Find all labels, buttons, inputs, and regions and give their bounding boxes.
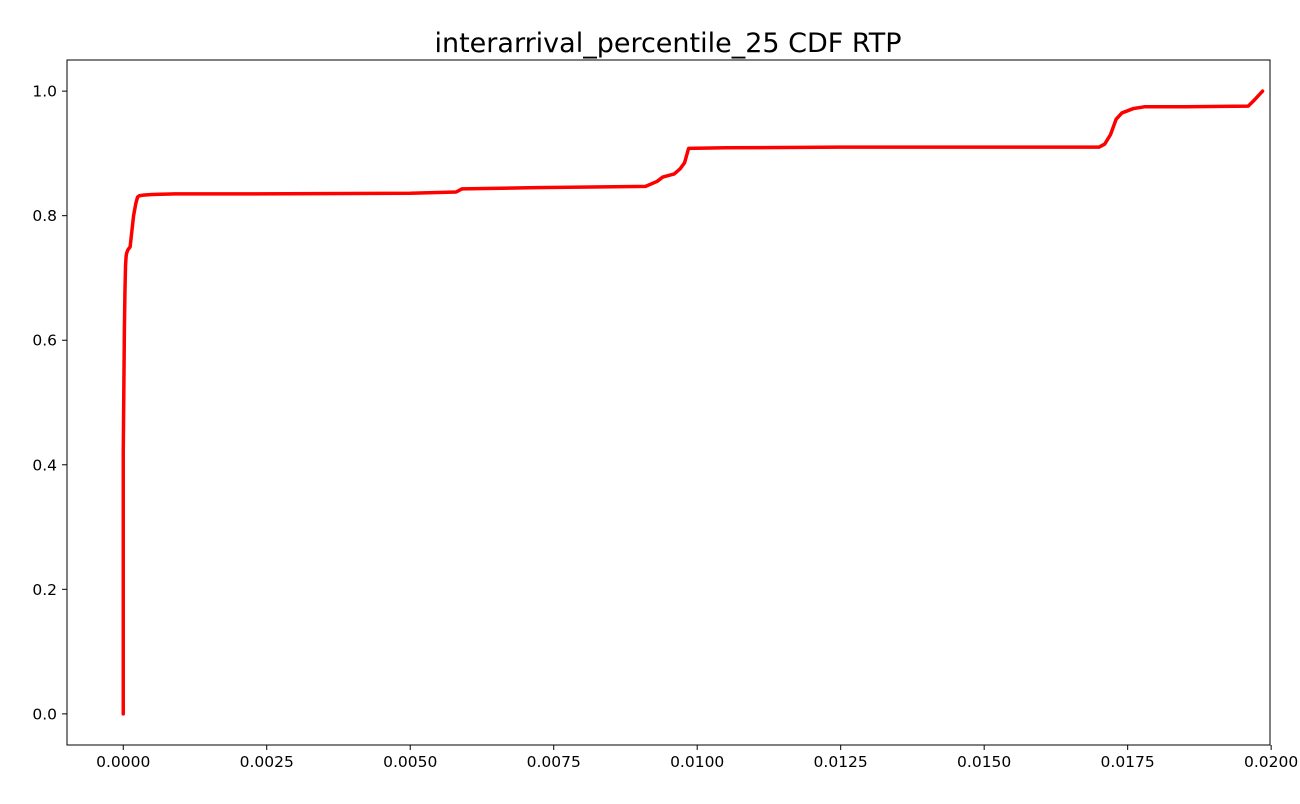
x-tick-label: 0.0175 (1101, 753, 1155, 771)
x-tick-label: 0.0000 (96, 753, 150, 771)
y-tick-label: 0.6 (32, 332, 57, 350)
cdf-series-line (121, 89, 1265, 716)
y-tick-label: 0.4 (32, 456, 57, 474)
y-tick-label: 1.0 (32, 83, 57, 101)
x-tick-label: 0.0025 (240, 753, 294, 771)
y-tick-label: 0.0 (32, 705, 57, 723)
y-axis: 0.0 0.2 0.4 0.6 0.8 1.0 (32, 83, 67, 723)
x-tick-label: 0.0200 (1244, 753, 1298, 771)
plot-series (121, 89, 1265, 716)
x-tick-label: 0.0125 (814, 753, 868, 771)
y-tick-label: 0.8 (32, 207, 57, 225)
x-tick-label: 0.0050 (383, 753, 437, 771)
x-tick-label: 0.0150 (957, 753, 1011, 771)
chart-title: interarrival_percentile_25 CDF RTP (434, 28, 901, 59)
x-tick-label: 0.0100 (670, 753, 724, 771)
x-axis: 0.0000 0.0025 0.0050 0.0075 0.0100 0.0125 0.01… (96, 745, 1298, 771)
axes-frame (66, 59, 1271, 746)
y-tick-label: 0.2 (32, 581, 57, 599)
x-tick-label: 0.0075 (527, 753, 581, 771)
